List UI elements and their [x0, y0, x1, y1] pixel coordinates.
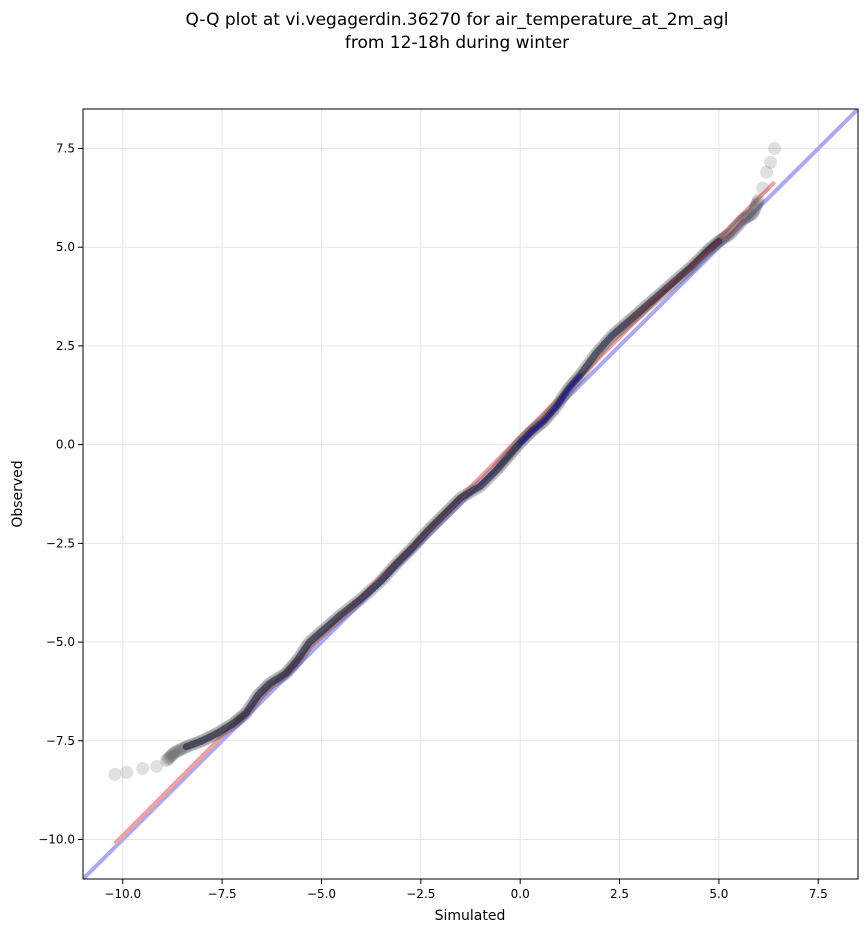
qq-point-295 — [743, 208, 757, 222]
qq-point-58 — [171, 744, 185, 758]
dense-core — [182, 218, 744, 751]
x-tick-label-2: −5.0 — [307, 887, 336, 901]
qq-point-0 — [108, 767, 122, 781]
qq-point-56 — [166, 747, 180, 761]
qq-point-294 — [741, 209, 755, 223]
qq-point-44 — [736, 213, 750, 227]
qq-point-57 — [169, 745, 183, 759]
qq-point-286 — [727, 222, 741, 236]
qq-point-53 — [163, 750, 177, 764]
qq-point-47 — [756, 181, 770, 195]
x-tick-label-7: 7.5 — [809, 887, 828, 901]
x-axis-label: Simulated — [435, 908, 506, 924]
x-tick-label-1: −7.5 — [208, 887, 237, 901]
x-tick-label-6: 5.0 — [709, 887, 728, 901]
y-tick-label-5: 2.5 — [56, 339, 75, 353]
y-tick-label-3: −2.5 — [46, 536, 75, 550]
qq-point-299 — [748, 201, 762, 215]
qq-point-285 — [726, 224, 740, 238]
qq-point-59 — [173, 743, 187, 757]
qq-point-290 — [734, 215, 748, 229]
qq-point-5 — [167, 746, 181, 760]
qq-point-48 — [760, 165, 774, 179]
qq-point-50 — [768, 141, 782, 155]
dense-core-blue — [518, 373, 582, 445]
qq-point-289 — [732, 217, 746, 231]
qq-point-284 — [722, 228, 736, 242]
x-tick-label-5: 2.5 — [610, 887, 629, 901]
y-axis-label: Observed — [10, 460, 26, 527]
qq-point-302 — [751, 195, 765, 209]
plot-frame — [82, 108, 859, 880]
y-tick-label-7: 7.5 — [56, 141, 75, 155]
qq-point-45 — [746, 207, 760, 221]
qq-point-3 — [150, 759, 164, 773]
y-tick-label-4: 0.0 — [56, 438, 75, 452]
qq-point-287 — [729, 220, 743, 234]
qq-point-293 — [740, 210, 754, 224]
qq-point-292 — [739, 211, 753, 225]
qq-point-298 — [747, 203, 761, 217]
y-tick-label-1: −7.5 — [46, 734, 75, 748]
x-tick-label-4: 0.0 — [511, 887, 530, 901]
grid — [83, 109, 858, 879]
x-axis-ticks: −10.0 −7.5 −5.0 −2.5 0.0 2.5 5.0 7.5 — [104, 879, 828, 901]
chart-title: Q-Q plot at vi.vegagerdin.36270 for air_… — [185, 10, 728, 30]
y-tick-label-0: −10.0 — [38, 833, 75, 847]
y-tick-label-6: 5.0 — [56, 240, 75, 254]
qq-point-300 — [749, 199, 763, 213]
qq-point-1 — [120, 765, 134, 779]
chart-subtitle: from 12-18h during winter — [345, 33, 569, 53]
qq-point-51 — [161, 752, 175, 766]
qq-point-288 — [731, 218, 745, 232]
qq-point-49 — [764, 155, 778, 169]
qq-point-283 — [720, 229, 734, 243]
qq-point-301 — [750, 197, 764, 211]
qq-point-4 — [159, 754, 173, 768]
qq-point-296 — [744, 207, 758, 221]
qq-point-297 — [747, 205, 761, 219]
y-tick-label-2: −5.0 — [46, 635, 75, 649]
dense-core-red — [626, 218, 744, 324]
qq-point-55 — [165, 748, 179, 762]
qq-point-43 — [724, 226, 738, 240]
dense-core-path — [182, 237, 723, 751]
x-tick-label-0: −10.0 — [104, 887, 141, 901]
qq-point-2 — [136, 761, 150, 775]
x-tick-label-3: −2.5 — [406, 887, 435, 901]
qq-point-282 — [719, 230, 733, 244]
qq-point-46 — [752, 193, 766, 207]
qq-point-52 — [162, 751, 176, 765]
y-axis-ticks: −10.0 −7.5 −5.0 −2.5 0.0 2.5 5.0 7.5 — [38, 141, 83, 847]
qq-point-291 — [737, 212, 751, 226]
qq-point-54 — [164, 749, 178, 763]
